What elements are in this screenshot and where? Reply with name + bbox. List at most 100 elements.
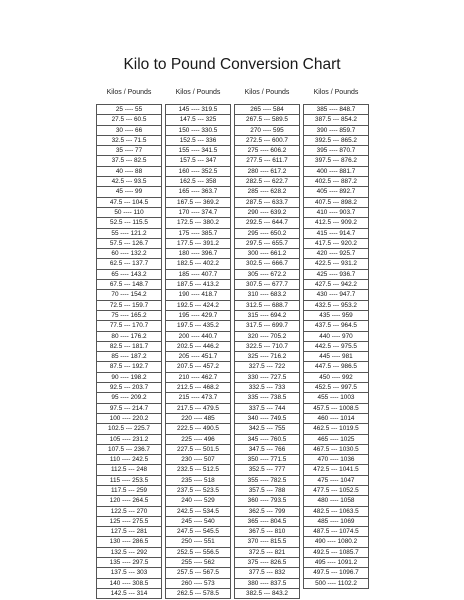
table-cell: 227.5 --- 501.5 xyxy=(165,444,231,456)
table-cell: 330 ---- 727.5 xyxy=(234,372,300,384)
table-cell: 37.5 --- 82.5 xyxy=(96,156,162,167)
table-cell: 452.5 --- 997.5 xyxy=(303,383,369,394)
table-cell: 275 ---- 606.2 xyxy=(234,146,300,157)
table-cell: 170 ---- 374.7 xyxy=(165,207,231,219)
table-cell: 475 ---- 1047 xyxy=(303,475,369,486)
column-header: Kilos / Pounds xyxy=(244,89,290,96)
table-cell: 465 ---- 1025 xyxy=(303,434,369,445)
table-cell: 392.5 --- 865.2 xyxy=(303,135,369,147)
column-header: Kilos / Pounds xyxy=(175,89,221,96)
table-cell: 190 ---- 418.7 xyxy=(165,290,231,301)
table-cell: 185 ---- 407.7 xyxy=(165,269,231,281)
table-cell: 160 ---- 352.5 xyxy=(165,166,231,178)
column-header: Kilos / Pounds xyxy=(106,89,152,96)
table-cell: 260 ---- 573 xyxy=(165,578,231,589)
column-header: Kilos / Pounds xyxy=(313,89,359,96)
table-cell: 397.5 --- 876.2 xyxy=(303,156,369,167)
table-cell: 165 ---- 363.7 xyxy=(165,187,231,198)
conversion-table: Kilos / Pounds 25 ---- 55 27.5 --- 60.5 30 … xyxy=(96,86,369,600)
table-cell: 47.5 --- 104.5 xyxy=(96,197,162,208)
table-cell: 367.5 --- 810 xyxy=(234,527,300,538)
table-cell: 205 ---- 451.7 xyxy=(165,352,231,363)
table-cell: 85 ---- 187.2 xyxy=(96,352,162,363)
table-cell: 497.5 --- 1096.7 xyxy=(303,568,369,579)
table-cell: 337.5 --- 744 xyxy=(234,403,300,414)
table-cell: 340 ---- 749.5 xyxy=(234,413,300,425)
table-cell: 417.5 --- 920.2 xyxy=(303,238,369,250)
table-cell: 147.5 --- 325 xyxy=(165,115,231,126)
table-cell: 135 ---- 297.5 xyxy=(96,558,162,569)
table-cell: 80 ---- 176.2 xyxy=(96,331,162,342)
table-cell: 172.5 --- 380.2 xyxy=(165,218,231,229)
table-cell: 107.5 --- 236.7 xyxy=(96,444,162,456)
table-cell: 455 ---- 1003 xyxy=(303,393,369,404)
table-cell: 230 ---- 507 xyxy=(165,455,231,466)
table-cell: 197.5 --- 435.2 xyxy=(165,321,231,332)
table-column: Kilos / Pounds 385 ---- 848.7 387.5 --- 85… xyxy=(303,86,369,599)
page-title: Kilo to Pound Conversion Chart xyxy=(123,56,341,73)
table-cell: 457.5 --- 1008.5 xyxy=(303,403,369,414)
table-cell: 375 ---- 826.5 xyxy=(234,558,300,569)
table-cell: 370 ---- 815.5 xyxy=(234,537,300,548)
table-cell: 390 ---- 859.7 xyxy=(303,125,369,136)
table-cell: 442.5 --- 975.5 xyxy=(303,341,369,353)
table-cell: 140 ---- 308.5 xyxy=(96,578,162,589)
table-cell: 102.5 --- 225.7 xyxy=(96,424,162,435)
table-cell: 422.5 --- 931.2 xyxy=(303,259,369,270)
table-cell: 320 ---- 705.2 xyxy=(234,331,300,342)
table-cell: 265 ---- 584 xyxy=(234,105,300,116)
table-cell: 187.5 --- 413.2 xyxy=(165,280,231,291)
table-cell: 410 ---- 903.7 xyxy=(303,207,369,219)
table-cell: 262.5 --- 578.5 xyxy=(165,588,231,600)
table-cell: 460 ---- 1014 xyxy=(303,413,369,425)
table-cell: 225 ---- 496 xyxy=(165,434,231,445)
table-cell: 500 ---- 1102.2 xyxy=(303,578,369,589)
table-cell: 72.5 --- 159.7 xyxy=(96,300,162,311)
table-cell: 127.5 --- 281 xyxy=(96,527,162,538)
table-cell: 402.5 --- 887.2 xyxy=(303,177,369,188)
table-cell: 242.5 --- 534.5 xyxy=(165,506,231,517)
table-cell: 482.5 --- 1063.5 xyxy=(303,506,369,517)
table-cell: 55 ---- 121.2 xyxy=(96,228,162,239)
table-cell: 492.5 --- 1085.7 xyxy=(303,547,369,559)
table-cell: 67.5 --- 148.7 xyxy=(96,280,162,291)
table-cell: 137.5 --- 303 xyxy=(96,568,162,579)
table-cell: 400 ---- 881.7 xyxy=(303,166,369,178)
table-cell: 302.5 --- 666.7 xyxy=(234,259,300,270)
table-cell: 87.5 --- 192.7 xyxy=(96,362,162,373)
table-cell: 270 ---- 595 xyxy=(234,125,300,136)
table-cell: 100 ---- 220.2 xyxy=(96,413,162,425)
table-cell: 192.5 --- 424.2 xyxy=(165,300,231,311)
table-cell: 152.5 --- 336 xyxy=(165,135,231,147)
table-column: Kilos / Pounds 265 ---- 584 267.5 --- 589.… xyxy=(234,86,300,600)
table-cell: 432.5 --- 953.2 xyxy=(303,300,369,311)
table-cell: 355 ---- 782.5 xyxy=(234,475,300,486)
table-column: Kilos / Pounds 25 ---- 55 27.5 --- 60.5 30 … xyxy=(96,86,162,600)
table-cell: 117.5 --- 259 xyxy=(96,485,162,497)
table-cell: 27.5 --- 60.5 xyxy=(96,115,162,126)
table-cell: 220 ---- 485 xyxy=(165,413,231,425)
table-cell: 92.5 --- 203.7 xyxy=(96,383,162,394)
table-cell: 40 ---- 88 xyxy=(96,166,162,178)
table-cell: 120 ---- 264.5 xyxy=(96,496,162,507)
table-cell: 267.5 --- 589.5 xyxy=(234,115,300,126)
table-cell: 325 ---- 716.2 xyxy=(234,352,300,363)
table-cell: 472.5 --- 1041.5 xyxy=(303,465,369,476)
table-cell: 32.5 --- 71.5 xyxy=(96,135,162,147)
table-cell: 382.5 --- 843.2 xyxy=(234,588,300,600)
table-cell: 150 ---- 330.5 xyxy=(165,125,231,136)
table-cell: 195 ---- 429.7 xyxy=(165,310,231,322)
table-cell: 287.5 --- 633.7 xyxy=(234,197,300,208)
table-cell: 162.5 --- 358 xyxy=(165,177,231,188)
table-cell: 312.5 --- 688.7 xyxy=(234,300,300,311)
table-cell: 412.5 --- 909.2 xyxy=(303,218,369,229)
table-cell: 380 ---- 837.5 xyxy=(234,578,300,589)
table-cell: 317.5 --- 699.7 xyxy=(234,321,300,332)
table-cell: 297.5 --- 655.7 xyxy=(234,238,300,250)
table-cell: 60 ---- 132.2 xyxy=(96,249,162,260)
table-cell: 280 ---- 617.2 xyxy=(234,166,300,178)
table-cell: 372.5 --- 821 xyxy=(234,547,300,559)
table-cell: 95 ---- 209.2 xyxy=(96,393,162,404)
table-cell: 115 ---- 253.5 xyxy=(96,475,162,486)
table-cell: 65 ---- 143.2 xyxy=(96,269,162,281)
